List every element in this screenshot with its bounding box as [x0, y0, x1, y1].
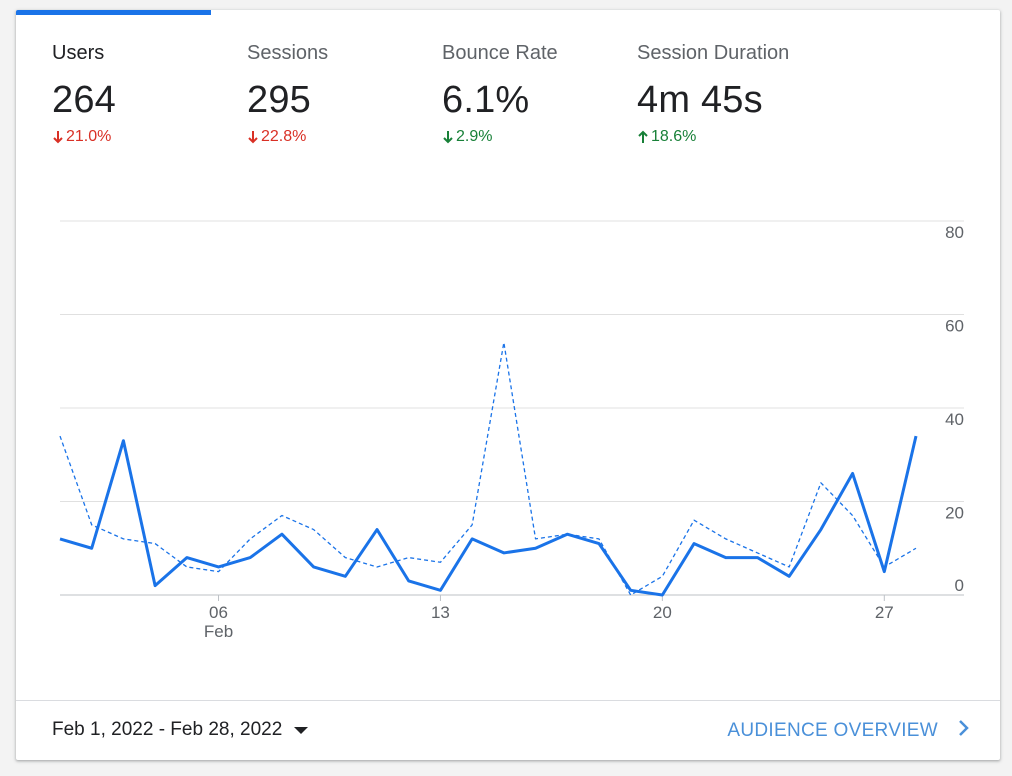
audience-overview-label: AUDIENCE OVERVIEW — [727, 720, 938, 741]
metric-tab-session-duration[interactable]: Session Duration 4m 45s 18.6% — [637, 42, 789, 146]
chevron-right-icon — [958, 719, 970, 743]
audience-overview-link[interactable]: AUDIENCE OVERVIEW — [727, 719, 970, 743]
metric-change: 21.0% — [52, 128, 116, 146]
metric-label: Session Duration — [637, 42, 790, 64]
metric-tab-users[interactable]: Users 264 21.0% — [52, 42, 116, 146]
y-tick-label: 40 — [945, 410, 964, 429]
metric-label: Sessions — [247, 42, 329, 64]
arrow-down-icon — [52, 130, 64, 144]
y-tick-label: 0 — [955, 576, 964, 595]
metric-change: 18.6% — [637, 128, 789, 146]
metric-change-value: 18.6% — [651, 128, 697, 145]
audience-card: Users 264 21.0% Sessions 295 22.8% Bounc… — [16, 10, 1000, 760]
series-line-current — [59, 435, 918, 597]
x-tick-label: 13 — [431, 603, 450, 622]
x-tick-label: 27 — [875, 603, 894, 622]
metric-change-value: 2.9% — [456, 128, 493, 145]
metric-label: Bounce Rate — [442, 42, 558, 64]
x-tick-label: 06 — [209, 603, 228, 622]
metric-change-value: 21.0% — [66, 128, 112, 145]
card-footer: Feb 1, 2022 - Feb 28, 2022 AUDIENCE OVER… — [16, 700, 1000, 760]
arrow-down-icon — [247, 130, 259, 144]
arrow-down-icon — [442, 130, 454, 144]
date-range-label: Feb 1, 2022 - Feb 28, 2022 — [52, 719, 283, 740]
metric-tab-bounce-rate[interactable]: Bounce Rate 6.1% 2.9% — [442, 42, 558, 146]
metric-label: Users — [52, 42, 105, 64]
caret-down-icon — [294, 726, 309, 734]
y-tick-label: 60 — [945, 317, 964, 336]
metric-tab-sessions[interactable]: Sessions 295 22.8% — [247, 42, 328, 146]
x-tick-sublabel: Feb — [204, 622, 233, 641]
x-tick-label: 20 — [653, 603, 672, 622]
y-tick-label: 80 — [945, 223, 964, 242]
arrow-up-icon — [637, 130, 649, 144]
metric-change: 22.8% — [247, 128, 328, 146]
date-range-selector[interactable]: Feb 1, 2022 - Feb 28, 2022 — [52, 719, 309, 741]
metric-value: 295 — [247, 79, 312, 121]
metric-value: 264 — [52, 79, 117, 121]
metric-value: 6.1% — [442, 79, 530, 121]
metric-change: 2.9% — [442, 128, 558, 146]
metric-change-value: 22.8% — [261, 128, 307, 145]
active-tab-indicator — [16, 10, 211, 15]
y-tick-label: 20 — [945, 504, 964, 523]
metric-value: 4m 45s — [637, 79, 763, 121]
